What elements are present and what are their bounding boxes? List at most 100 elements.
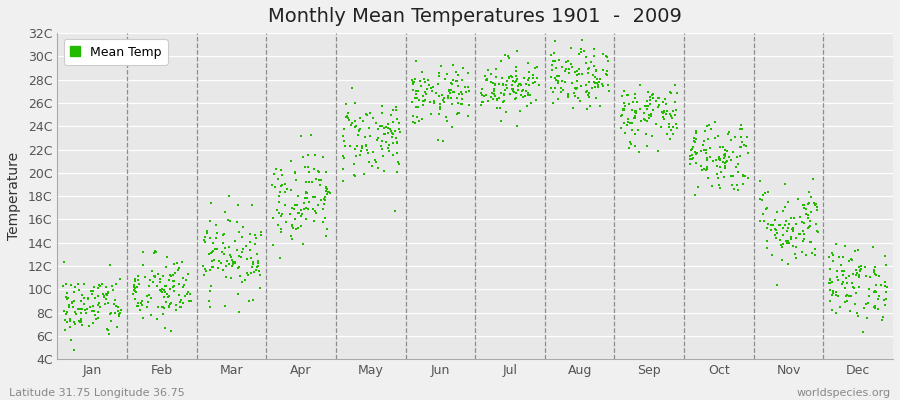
Point bbox=[461, 70, 475, 76]
Point bbox=[783, 236, 797, 242]
Point bbox=[836, 272, 850, 278]
Point bbox=[590, 76, 605, 82]
Point bbox=[373, 122, 387, 129]
Point bbox=[77, 281, 92, 287]
Point bbox=[252, 285, 266, 291]
Point bbox=[530, 74, 544, 81]
Point bbox=[632, 148, 646, 155]
Point bbox=[854, 266, 868, 272]
Point bbox=[480, 76, 494, 82]
Point bbox=[104, 309, 119, 316]
Point bbox=[504, 82, 518, 89]
Point bbox=[385, 119, 400, 125]
Point bbox=[627, 130, 642, 137]
Point bbox=[446, 88, 461, 95]
Point bbox=[497, 92, 511, 98]
Point bbox=[375, 152, 390, 159]
Point bbox=[775, 244, 789, 250]
Point bbox=[452, 110, 466, 116]
Point bbox=[418, 89, 432, 96]
Point bbox=[572, 65, 586, 72]
Point bbox=[232, 229, 247, 236]
Point bbox=[197, 265, 211, 272]
Point bbox=[871, 295, 886, 302]
Point bbox=[348, 118, 363, 124]
Point bbox=[489, 66, 503, 72]
Point bbox=[664, 112, 679, 119]
Point bbox=[757, 218, 771, 224]
Point bbox=[590, 68, 604, 74]
Point bbox=[527, 65, 542, 72]
Point bbox=[268, 184, 283, 190]
Point bbox=[476, 99, 491, 105]
Point bbox=[856, 329, 870, 335]
Point bbox=[776, 225, 790, 232]
Point bbox=[411, 88, 426, 94]
Point bbox=[337, 126, 351, 132]
Point bbox=[353, 115, 367, 122]
Point bbox=[645, 106, 660, 113]
Point bbox=[156, 311, 170, 318]
Point bbox=[842, 258, 857, 264]
Point bbox=[58, 259, 72, 265]
Point bbox=[524, 100, 538, 106]
Point bbox=[384, 112, 399, 118]
Point bbox=[156, 289, 170, 295]
Point bbox=[197, 239, 211, 245]
Point bbox=[347, 171, 362, 178]
Point bbox=[741, 174, 755, 181]
Point bbox=[388, 208, 402, 214]
Point bbox=[701, 174, 716, 181]
Point bbox=[580, 66, 595, 72]
Point bbox=[283, 211, 297, 218]
Point bbox=[760, 188, 775, 195]
Point bbox=[425, 88, 439, 94]
Point bbox=[298, 163, 312, 170]
Point bbox=[705, 183, 719, 190]
Point bbox=[518, 81, 533, 88]
Point bbox=[568, 85, 582, 92]
Point bbox=[508, 78, 523, 84]
Point bbox=[768, 226, 782, 232]
Point bbox=[878, 278, 892, 285]
Point bbox=[302, 178, 317, 185]
Point bbox=[58, 311, 73, 317]
Point bbox=[500, 109, 514, 116]
Point bbox=[521, 89, 535, 96]
Point bbox=[444, 86, 458, 93]
Point bbox=[860, 315, 874, 322]
Point bbox=[717, 155, 732, 161]
Point bbox=[274, 182, 288, 189]
Point bbox=[311, 168, 326, 174]
Point bbox=[796, 202, 810, 208]
Point bbox=[314, 176, 328, 183]
Point bbox=[63, 316, 77, 323]
Point bbox=[128, 288, 142, 294]
Point bbox=[668, 112, 682, 118]
Point bbox=[279, 185, 293, 192]
Point bbox=[292, 209, 306, 216]
Point bbox=[658, 95, 672, 102]
Point bbox=[235, 233, 249, 240]
Point bbox=[486, 80, 500, 86]
Point bbox=[249, 264, 264, 271]
Point bbox=[345, 120, 359, 126]
Point bbox=[362, 125, 376, 131]
Point bbox=[852, 272, 867, 278]
Point bbox=[730, 182, 744, 188]
Point bbox=[739, 134, 753, 140]
Point bbox=[781, 198, 796, 205]
Point bbox=[663, 111, 678, 117]
Point bbox=[859, 300, 873, 307]
Point bbox=[406, 112, 420, 119]
Point bbox=[859, 273, 873, 279]
Point bbox=[735, 171, 750, 178]
Point bbox=[446, 62, 460, 69]
Point bbox=[836, 254, 850, 260]
Point bbox=[733, 153, 747, 159]
Point bbox=[850, 310, 864, 316]
Point bbox=[574, 48, 589, 55]
Point bbox=[734, 126, 749, 133]
Point bbox=[112, 310, 127, 316]
Point bbox=[599, 72, 614, 78]
